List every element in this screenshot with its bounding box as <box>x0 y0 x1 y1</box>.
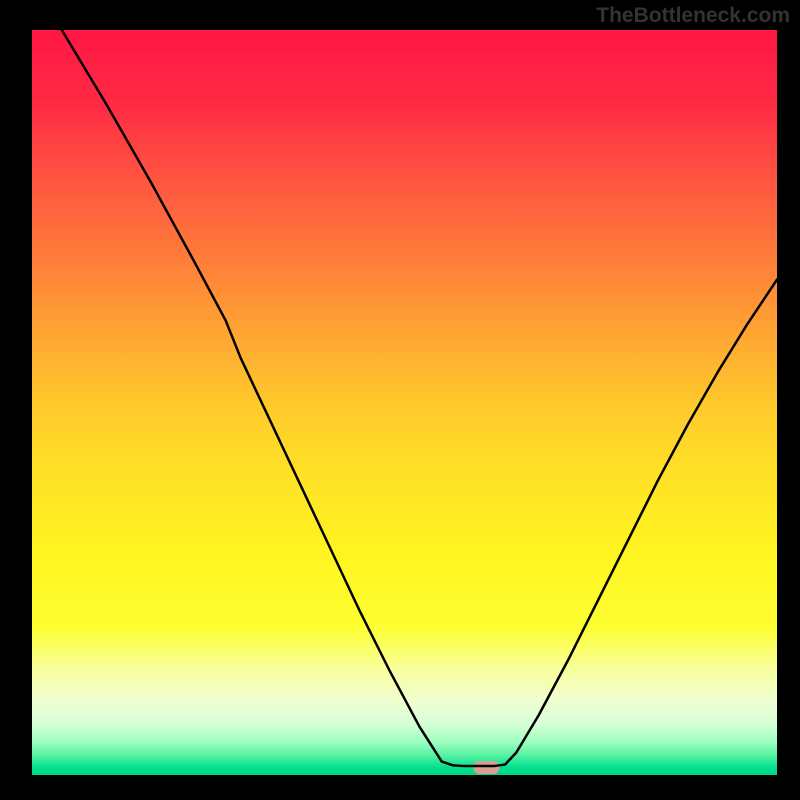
plot-background <box>32 30 777 775</box>
watermark-text: TheBottleneck.com <box>596 4 790 28</box>
chart-svg <box>0 0 800 800</box>
chart-container: TheBottleneck.com <box>0 0 800 800</box>
min-marker <box>473 761 499 774</box>
